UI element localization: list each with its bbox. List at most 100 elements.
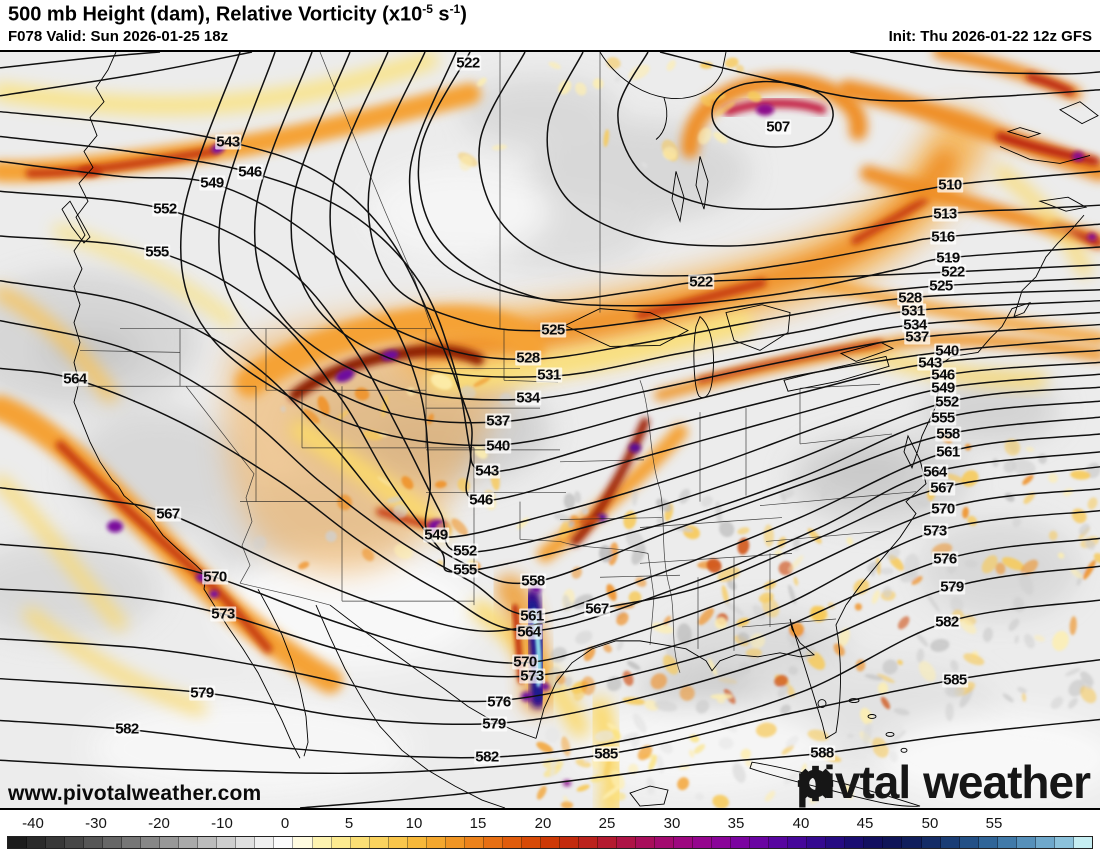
speckle-blob xyxy=(612,791,626,801)
colorbar-tick: 50 xyxy=(921,815,939,832)
speckle-blob xyxy=(1052,630,1069,651)
speckle-blob xyxy=(706,558,722,574)
contour-label: 546 xyxy=(930,366,956,384)
colorbar-swatch xyxy=(198,837,218,848)
speckle-blob xyxy=(981,555,998,574)
height-contour xyxy=(0,52,161,69)
contour-label: 546 xyxy=(468,491,494,509)
speckle-blob xyxy=(646,786,656,795)
speckle-blob xyxy=(677,623,692,645)
speckle-blob xyxy=(677,777,690,791)
contour-label: 570 xyxy=(202,568,228,586)
colorbar-swatch xyxy=(46,837,66,848)
speckle-blob xyxy=(888,750,898,763)
speckle-blob xyxy=(1025,446,1035,452)
contour-label: 573 xyxy=(210,605,236,623)
speckle-blob xyxy=(560,801,574,808)
colorbar-tick: 20 xyxy=(534,815,552,832)
hudson-bay-shore xyxy=(599,52,727,99)
colorbar-swatch xyxy=(521,837,541,848)
contour-label: 576 xyxy=(932,550,958,568)
speckle-blob xyxy=(548,61,561,70)
bahamas-island xyxy=(867,714,877,719)
vorticity-colorbar: -40 -30 -20 -10 0 5 10 15 20 25 30 35 40 45 50 55 xyxy=(0,810,1100,850)
colorbar-tick: 55 xyxy=(985,815,1003,832)
speckle-blob xyxy=(602,785,621,800)
height-contour xyxy=(417,52,1100,307)
colorbar-swatch xyxy=(217,837,237,848)
colorbar-swatch xyxy=(426,837,446,848)
colorbar-swatch xyxy=(464,837,484,848)
contour-label: 555 xyxy=(452,561,478,579)
speckle-blob xyxy=(575,82,587,96)
speckle-blob xyxy=(1003,459,1017,473)
speckle-blob xyxy=(1024,633,1035,649)
speckle-blob xyxy=(783,772,799,785)
speckle-blob xyxy=(280,405,286,413)
speckle-blob xyxy=(581,507,589,515)
speckle-blob xyxy=(336,409,350,422)
speckle-blob xyxy=(603,129,610,148)
colorbar-swatch xyxy=(597,837,617,848)
speckle-blob xyxy=(926,593,941,613)
manitoba-lake xyxy=(695,156,709,210)
weather-map-canvas: 522 507 543 546 549 552 555 564 567 570 573 579 582 5… xyxy=(0,50,1100,810)
speckle-blob xyxy=(362,548,375,562)
speckle-blob xyxy=(964,559,978,568)
speckle-blob xyxy=(1012,517,1022,528)
colorbar-swatch xyxy=(236,837,256,848)
speckle-blob xyxy=(622,697,646,705)
speckle-blob xyxy=(854,603,863,611)
colorbar-swatch xyxy=(712,837,732,848)
speckle-blob xyxy=(656,517,664,525)
contour-label: 531 xyxy=(536,366,562,384)
lake-erie xyxy=(783,355,890,392)
colorbar-swatch xyxy=(160,837,180,848)
bahamas-island xyxy=(885,731,895,737)
height-contour xyxy=(0,319,1100,616)
contour-label: 585 xyxy=(942,671,968,689)
speckle-blob xyxy=(632,713,647,733)
gear-icon xyxy=(797,765,834,802)
speckle-blob xyxy=(719,718,737,733)
colorbar-tick: 25 xyxy=(598,815,616,832)
height-contour xyxy=(0,487,1100,664)
speckle-blob xyxy=(460,385,476,399)
speckle-blob xyxy=(1004,492,1015,502)
contour-label: 573 xyxy=(922,522,948,540)
speckle-blob xyxy=(693,744,706,754)
bahamas-island xyxy=(900,747,908,753)
height-contour xyxy=(849,52,1100,75)
colorbar-tick: 35 xyxy=(727,815,745,832)
colorbar-swatch xyxy=(1073,837,1092,848)
speckle-blob xyxy=(628,591,642,604)
speckle-blob xyxy=(880,567,894,575)
height-contour xyxy=(329,52,1100,361)
speckle-blob xyxy=(792,644,816,660)
contour-label: 525 xyxy=(540,321,566,339)
speckle-blob xyxy=(785,735,799,748)
speckle-blob xyxy=(647,777,655,789)
speckle-blob xyxy=(583,646,596,661)
height-contour xyxy=(299,718,1100,808)
speckle-blob xyxy=(401,476,414,490)
contour-label: 582 xyxy=(114,720,140,738)
height-contour xyxy=(0,367,1100,632)
colorbar-swatch xyxy=(674,837,694,848)
colorbar-swatch xyxy=(8,837,28,848)
speckle-blob xyxy=(778,561,794,576)
height-contour xyxy=(617,52,1100,211)
speckle-blob xyxy=(659,741,673,754)
contour-label: 507 xyxy=(765,118,791,136)
speckle-blob xyxy=(1020,559,1039,576)
speckle-blob xyxy=(710,693,733,700)
speckle-blob xyxy=(459,155,473,171)
speckle-blob xyxy=(603,643,612,653)
contour-label: 531 xyxy=(900,302,926,320)
speckle-blob xyxy=(386,496,404,504)
speckle-blob xyxy=(592,78,604,90)
gulf-of-california xyxy=(257,588,309,757)
speckle-blob xyxy=(477,77,487,87)
speckle-blob xyxy=(576,516,601,525)
speckle-blob xyxy=(732,763,746,783)
